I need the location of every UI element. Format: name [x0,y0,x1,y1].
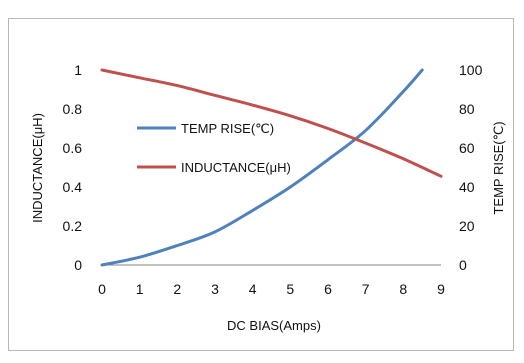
x-tick-label: 3 [211,281,219,297]
x-axis-title: DC BIAS(Amps) [227,318,321,333]
y-axis-left-title: INDUCTANCE(μH) [30,113,45,223]
x-tick-label: 2 [173,281,181,297]
x-tick-label: 7 [362,281,370,297]
y-left-tick-label: 0.6 [63,140,83,156]
y-axis-right-title: TEMP RISE(℃) [491,121,506,214]
y-right-tick-label: 100 [459,62,483,78]
y-left-tick-label: 0 [74,257,82,273]
y-right-tick-label: 40 [459,179,475,195]
x-tick-label: 1 [136,281,144,297]
y-left-tick-label: 0.4 [63,179,83,195]
y-right-tick-label: 80 [459,101,475,117]
y-right-tick-label: 0 [459,257,467,273]
y-right-tick-label: 60 [459,140,475,156]
y-left-tick-label: 0.2 [63,218,83,234]
series-line-temp-rise [100,68,424,267]
legend: TEMP RISE(℃) INDUCTANCE(μH) [137,121,291,175]
series-line-inductance [100,68,443,178]
legend-label-temp-rise: TEMP RISE(℃) [181,121,274,136]
legend-label-inductance: INDUCTANCE(μH) [181,160,291,175]
y-left-tick-label: 1 [74,62,82,78]
series-lines [100,68,443,267]
x-tick-label: 5 [286,281,294,297]
y-right-tick-label: 20 [459,218,475,234]
x-tick-label: 0 [98,281,106,297]
x-tick-label: 4 [249,281,257,297]
chart-frame [8,18,514,351]
x-tick-label: 6 [324,281,332,297]
x-tick-label: 9 [437,281,445,297]
y-left-tick-label: 0.8 [63,101,83,117]
x-tick-label: 8 [399,281,407,297]
